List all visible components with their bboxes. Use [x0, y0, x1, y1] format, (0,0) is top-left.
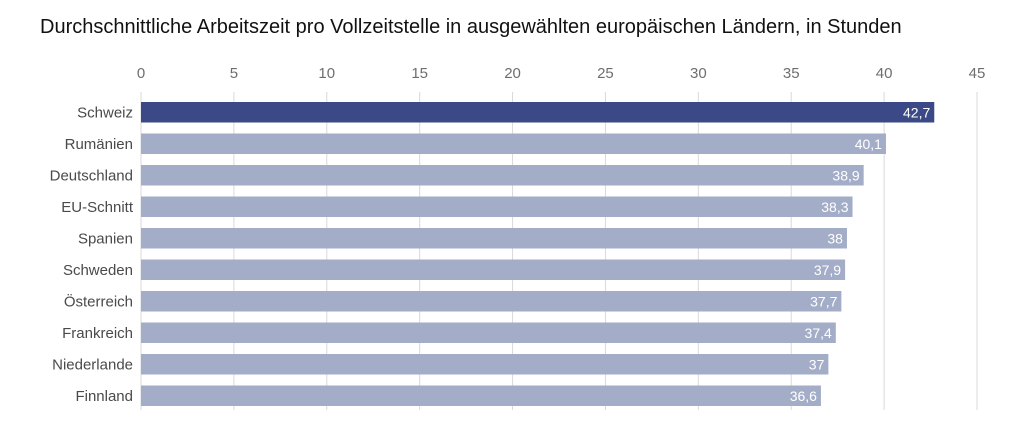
value-labels: 42,7 40,1 38,9 38,3 38 37,9 37,7 37,4 37 36,6 — [790, 104, 931, 404]
value-label: 38,9 — [832, 167, 859, 183]
value-label: 36,6 — [790, 388, 817, 404]
category-label: Schweiz — [77, 104, 133, 121]
bar — [141, 165, 864, 186]
bar — [141, 133, 886, 154]
category-label: Spanien — [78, 230, 133, 247]
category-label: Österreich — [64, 292, 133, 310]
category-label: Schweden — [63, 262, 133, 279]
category-label: EU-Schnitt — [61, 199, 134, 216]
category-label: Rumänien — [65, 136, 133, 153]
x-tick-label: 0 — [137, 65, 145, 82]
x-tick-label: 45 — [969, 65, 986, 82]
category-label: Deutschland — [50, 167, 133, 184]
x-axis-ticks: 0 5 10 15 20 25 30 35 40 45 — [137, 65, 986, 82]
x-tick-label: 15 — [411, 65, 428, 82]
category-label: Niederlande — [52, 356, 133, 373]
chart-title: Durchschnittliche Arbeitszeit pro Vollze… — [40, 16, 902, 38]
value-label: 40,1 — [855, 136, 882, 152]
bar — [141, 291, 842, 312]
value-label: 37,4 — [805, 325, 832, 341]
category-label: Finnland — [75, 388, 133, 405]
bar — [141, 259, 846, 280]
x-tick-label: 35 — [783, 65, 800, 82]
x-tick-label: 20 — [504, 65, 521, 82]
value-label: 38,3 — [821, 199, 848, 215]
x-tick-label: 10 — [318, 65, 335, 82]
bar — [141, 322, 836, 343]
value-label: 38 — [827, 230, 843, 246]
category-labels: Schweiz Rumänien Deutschland EU-Schnitt Span… — [50, 104, 134, 405]
x-tick-label: 25 — [597, 65, 614, 82]
bar — [141, 228, 847, 249]
value-label: 37,9 — [814, 262, 841, 278]
value-label: 42,7 — [903, 104, 930, 120]
bar — [141, 102, 935, 123]
value-label: 37,7 — [810, 293, 837, 309]
x-tick-label: 40 — [876, 65, 893, 82]
x-tick-label: 5 — [230, 65, 238, 82]
bar — [141, 385, 821, 406]
category-label: Frankreich — [62, 325, 133, 342]
bars — [141, 102, 935, 406]
value-label: 37 — [809, 356, 825, 372]
x-tick-label: 30 — [690, 65, 707, 82]
bar — [141, 196, 853, 217]
bar — [141, 354, 829, 375]
